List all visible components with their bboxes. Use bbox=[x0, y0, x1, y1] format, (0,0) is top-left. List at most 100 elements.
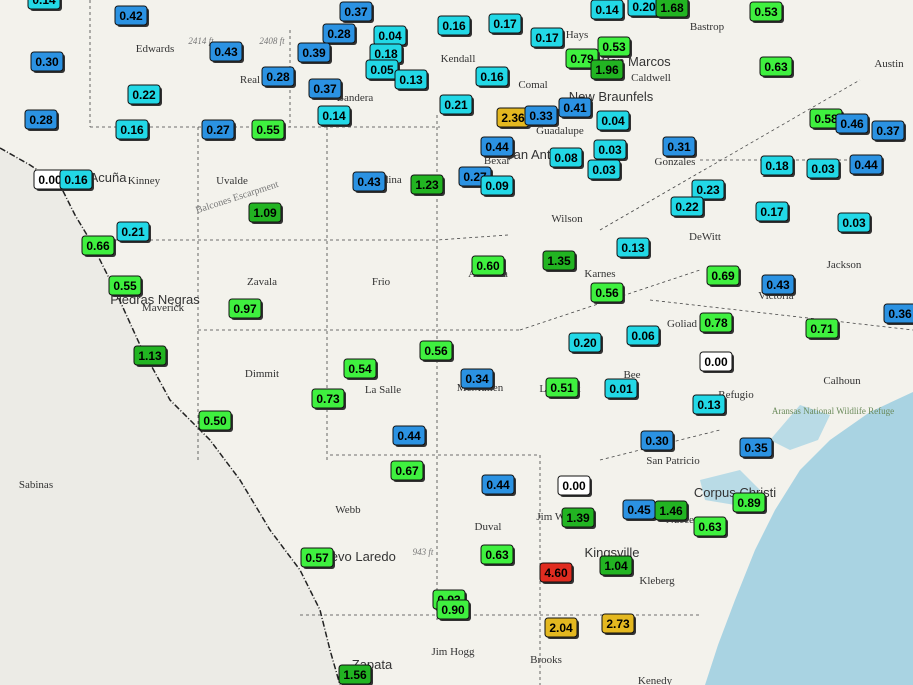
badge bbox=[739, 437, 773, 458]
gauge: 0.42 bbox=[114, 5, 149, 27]
gauge: 0.45 bbox=[622, 499, 657, 521]
gauge-value: 0.42 bbox=[119, 9, 143, 23]
place-label: Karnes bbox=[584, 268, 615, 280]
gauge: 0.78 bbox=[699, 312, 734, 334]
gauge-value: 0.55 bbox=[256, 123, 280, 137]
gauge-value: 0.45 bbox=[627, 503, 651, 517]
gauge: 0.13 bbox=[616, 237, 651, 259]
gauge: 0.34 bbox=[460, 368, 495, 390]
gauge: 0.16 bbox=[437, 15, 472, 37]
badge bbox=[557, 475, 591, 496]
gauge: 0.50 bbox=[198, 410, 233, 432]
gauge-value: 0.55 bbox=[113, 279, 137, 293]
place-label: Kenedy bbox=[638, 675, 673, 685]
gauge: 0.04 bbox=[373, 25, 408, 47]
badge bbox=[322, 23, 356, 44]
gauge: 0.53 bbox=[749, 1, 784, 23]
badge bbox=[488, 13, 522, 34]
gauge: 0.44 bbox=[480, 136, 515, 158]
gauge: 0.01 bbox=[604, 378, 639, 400]
gauge-value: 0.14 bbox=[595, 3, 619, 17]
gauge-value: 1.35 bbox=[547, 254, 571, 268]
gauge-value: 0.41 bbox=[563, 101, 587, 115]
gauge-value: 0.78 bbox=[704, 316, 728, 330]
badge bbox=[759, 56, 793, 77]
gauge-value: 0.14 bbox=[32, 0, 56, 7]
place-label: Wilson bbox=[551, 213, 583, 225]
gauge: 0.44 bbox=[481, 474, 516, 496]
badge bbox=[837, 212, 871, 233]
gauge: 0.21 bbox=[116, 221, 151, 243]
badge bbox=[835, 113, 869, 134]
gauge-value: 0.23 bbox=[696, 183, 720, 197]
place-label: Gonzales bbox=[655, 156, 696, 168]
badge bbox=[539, 562, 573, 583]
gauge: 0.16 bbox=[115, 119, 150, 141]
gauge-value: 0.08 bbox=[554, 151, 578, 165]
gauge-value: 0.44 bbox=[485, 140, 509, 154]
badge bbox=[460, 368, 494, 389]
badge bbox=[565, 48, 599, 69]
badge bbox=[805, 318, 839, 339]
gauge-value: 0.16 bbox=[442, 19, 466, 33]
gauge: 0.56 bbox=[590, 282, 625, 304]
gauge: 0.89 bbox=[732, 492, 767, 514]
gauge-value: 0.31 bbox=[667, 140, 691, 154]
badge bbox=[437, 15, 471, 36]
mexico bbox=[0, 148, 340, 685]
place-label: DeWitt bbox=[689, 231, 721, 243]
gauge: 0.33 bbox=[524, 105, 559, 127]
gauge-value: 0.14 bbox=[322, 109, 346, 123]
badge bbox=[524, 105, 558, 126]
gauge-value: 0.36 bbox=[888, 307, 912, 321]
gauge-value: 0.30 bbox=[645, 434, 669, 448]
badge bbox=[616, 237, 650, 258]
gauge-value: 0.44 bbox=[486, 478, 510, 492]
place-label: Refugio bbox=[718, 389, 754, 401]
gauge-value: 0.22 bbox=[132, 88, 156, 102]
badge bbox=[597, 36, 631, 57]
gauge: 0.71 bbox=[805, 318, 840, 340]
place-label: Guadalupe bbox=[536, 125, 584, 137]
badge bbox=[590, 0, 624, 20]
gauge: 1.46 bbox=[654, 500, 689, 522]
badge bbox=[201, 119, 235, 140]
gauge-value: 1.04 bbox=[604, 559, 628, 573]
gauge: 0.53 bbox=[597, 36, 632, 58]
place-label: Kinney bbox=[128, 175, 161, 187]
gauge-value: 0.00 bbox=[704, 355, 728, 369]
place-label: Jackson bbox=[827, 259, 862, 271]
badge bbox=[655, 0, 689, 18]
place-label: Jim Hogg bbox=[431, 646, 475, 658]
gauge-value: 0.27 bbox=[206, 123, 230, 137]
place-labels: Edwards Real Bandera Kendall Hays Bastrop Cald… bbox=[19, 21, 904, 685]
gauge-value: 0.33 bbox=[529, 109, 553, 123]
gauge: 1.39 bbox=[561, 507, 596, 529]
gauge-value: 0.05 bbox=[370, 63, 394, 77]
badge bbox=[127, 84, 161, 105]
gauge-value: 0.21 bbox=[444, 98, 468, 112]
gauge-value: 0.03 bbox=[598, 143, 622, 157]
gauge-value: 0.13 bbox=[621, 241, 645, 255]
gauge-value: 0.06 bbox=[631, 329, 655, 343]
gauge-value: 0.97 bbox=[233, 302, 257, 316]
gauge: 0.31 bbox=[662, 136, 697, 158]
badge bbox=[471, 255, 505, 276]
gauge: 0.17 bbox=[755, 201, 790, 223]
badge bbox=[228, 298, 262, 319]
gauge-value: 0.03 bbox=[592, 163, 616, 177]
gauge: 0.17 bbox=[530, 27, 565, 49]
badge bbox=[545, 377, 579, 398]
place-label: La Salle bbox=[365, 384, 401, 396]
badge bbox=[568, 332, 602, 353]
place-label: Dimmit bbox=[245, 368, 279, 380]
gauge: 0.55 bbox=[108, 275, 143, 297]
gauge: 0.14 bbox=[590, 0, 625, 21]
gauge: 0.44 bbox=[392, 425, 427, 447]
place-label: Sabinas bbox=[19, 479, 53, 491]
place-label: Caldwell bbox=[631, 72, 671, 84]
gauge: 0.28 bbox=[24, 109, 59, 131]
badge bbox=[198, 410, 232, 431]
gauge: 0.56 bbox=[419, 340, 454, 362]
